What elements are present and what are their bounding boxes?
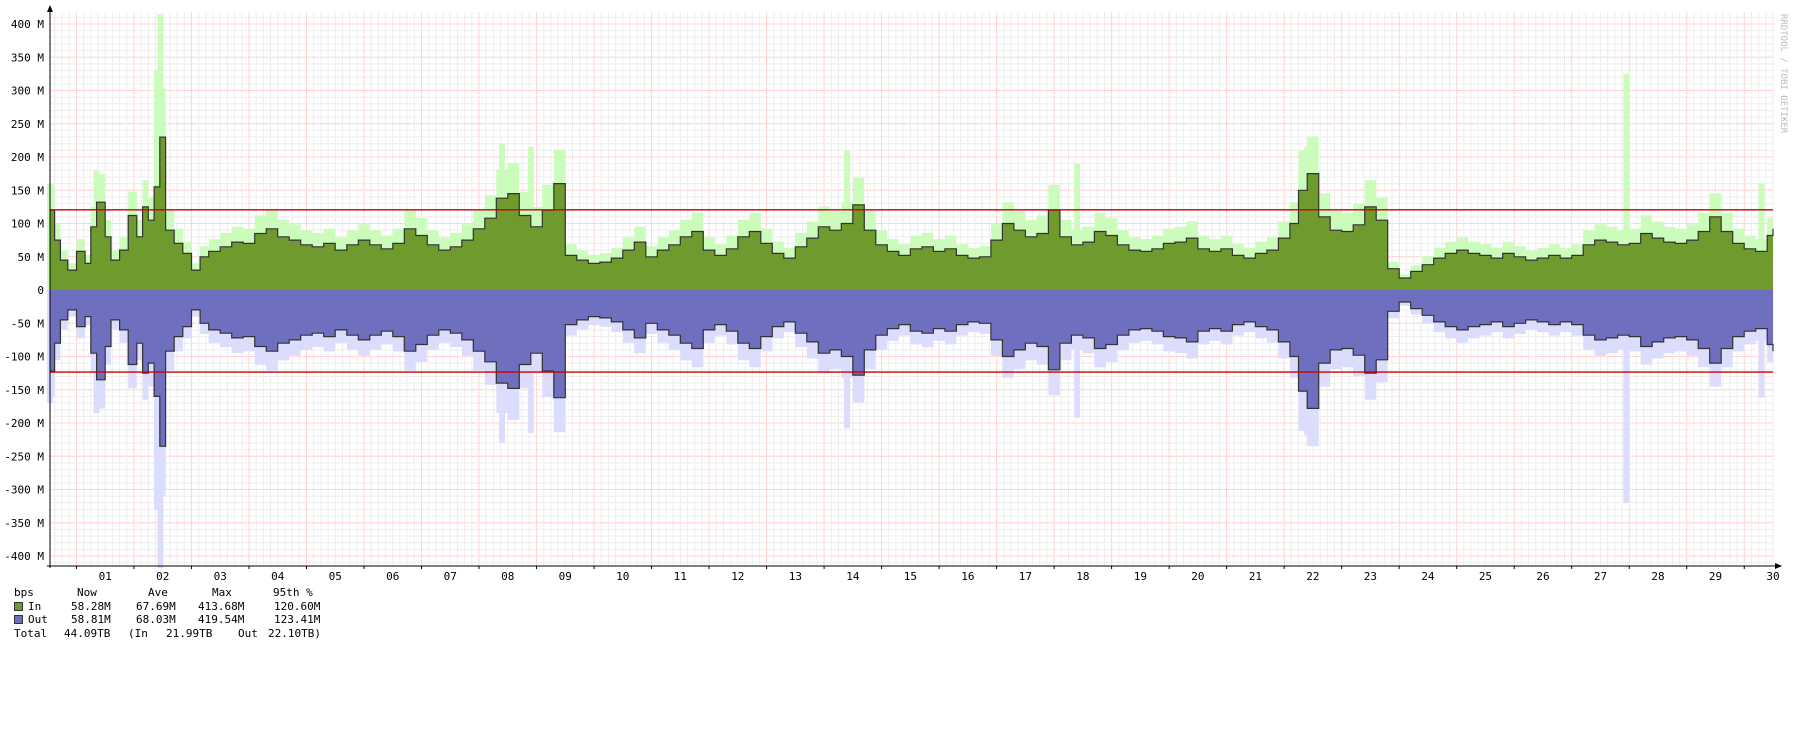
x-tick-label: 04	[271, 570, 285, 583]
legend-stats: bps Now Ave Max 95th % In 58.28M 67.69M …	[14, 586, 321, 641]
legend-total-out-label: Out	[238, 626, 258, 640]
x-tick-label: 22	[1306, 570, 1319, 583]
legend-swatch-out	[14, 615, 23, 624]
legend-row-in: In 58.28M 67.69M 413.68M 120.60M	[14, 599, 320, 614]
y-tick-labels: 400 M 350 M 300 M 250 M 200 M 150 M 100 M 50 M 0…	[4, 18, 44, 563]
in-max-spike	[844, 150, 851, 290]
legend-out-ave: 68.03M	[136, 613, 176, 626]
in-max-spike	[153, 70, 160, 290]
chart-lines	[50, 136, 1774, 447]
chart-axes	[47, 5, 1782, 569]
legend-in-p95: 120.60M	[274, 599, 321, 613]
out-max-spike	[1074, 290, 1081, 418]
y-tick-label: 250 M	[11, 118, 44, 131]
x-tick-label: 03	[214, 570, 227, 583]
out-max-spike	[1758, 290, 1765, 398]
x-tick-label: 11	[674, 570, 687, 583]
in-average-area	[50, 137, 1773, 290]
legend-swatch-in	[14, 601, 23, 611]
y-tick-label: -300 M	[4, 484, 44, 497]
x-tick-label: 07	[444, 570, 457, 583]
legend-total-value: 44.09TB	[64, 626, 111, 640]
legend-in-max: 413.68M	[198, 599, 245, 613]
x-tick-label: 21	[1249, 570, 1262, 583]
legend-out-name: Out	[28, 613, 48, 626]
y-tick-label: -150 M	[4, 384, 44, 397]
x-tick-label: 15	[904, 570, 917, 583]
x-tick-label: 16	[961, 570, 974, 583]
legend-in-now: 58.28M	[71, 599, 111, 613]
y-tick-label: 50 M	[18, 251, 45, 264]
x-tick-label: 06	[386, 570, 399, 583]
x-tick-label: 20	[1191, 570, 1204, 583]
x-tick-label: 27	[1594, 570, 1607, 583]
x-tick-label: 17	[1019, 570, 1032, 583]
y-tick-label: 150 M	[11, 184, 44, 197]
x-axis-arrow	[1775, 563, 1782, 569]
y-tick-label: 350 M	[11, 51, 44, 64]
x-tick-label: 26	[1536, 570, 1549, 583]
legend-header-p95: 95th %	[273, 586, 313, 599]
y-tick-label: 100 M	[11, 218, 44, 231]
in-max-spike	[1758, 183, 1765, 290]
legend-out-max: 419.54M	[198, 613, 245, 626]
legend-header-max: Max	[212, 586, 232, 599]
out-max-spike	[153, 290, 160, 510]
legend-total-in-label: (In	[128, 626, 148, 640]
x-tick-label: 18	[1076, 570, 1089, 583]
y-tick-label: -200 M	[4, 417, 44, 430]
x-tick-label: 08	[501, 570, 514, 583]
y-tick-label: -50 M	[11, 317, 44, 330]
x-tick-label: 09	[559, 570, 572, 583]
y-tick-label: -350 M	[4, 517, 44, 530]
legend-total-label: Total	[14, 626, 48, 640]
x-tick-label: 24	[1421, 570, 1435, 583]
x-tick-label: 02	[156, 570, 169, 583]
x-tick-label: 01	[99, 570, 112, 583]
x-tick-label: 12	[731, 570, 744, 583]
legend-in-ave: 67.69M	[136, 599, 176, 613]
x-tick-label: 13	[789, 570, 802, 583]
x-tick-label: 30	[1766, 570, 1779, 583]
in-max-spike	[1074, 163, 1081, 290]
traffic-chart: 400 M 350 M 300 M 250 M 200 M 150 M 100 M 50 M 0…	[4, 5, 1782, 583]
y-tick-label: -400 M	[4, 550, 44, 563]
out-max-spike	[1623, 290, 1630, 503]
legend-row-out: Out 58.81M 68.03M 419.54M 123.41M	[14, 613, 320, 627]
y-tick-label: 0	[37, 284, 44, 297]
x-tick-label: 05	[329, 570, 342, 583]
rrdtool-watermark: RRDTOOL / TOBI OETIKER	[1778, 14, 1788, 134]
in-series-line	[50, 136, 1774, 279]
legend-header-row: bps Now Ave Max 95th %	[14, 586, 313, 600]
legend-total-in-value: 21.99TB	[166, 626, 213, 640]
y-tick-label: 200 M	[11, 151, 44, 164]
legend-in-name: In	[28, 599, 42, 613]
out-series-line	[50, 301, 1774, 447]
x-tick-label: 28	[1651, 570, 1664, 583]
legend-total-out-value: 22.10TB)	[268, 626, 321, 640]
legend-out-now: 58.81M	[71, 613, 111, 626]
chart-areas	[47, 14, 1773, 568]
x-tick-label: 29	[1709, 570, 1722, 583]
out-average-area	[50, 290, 1773, 447]
y-tick-label: -100 M	[4, 351, 44, 364]
x-tick-labels: 01 02 03 04 05 06 07 08 09 10 11 12 13 14 15 16 17 18 19 20…	[99, 570, 1780, 583]
y-tick-label: -250 M	[4, 450, 44, 463]
x-tick-label: 10	[616, 570, 629, 583]
y-axis-arrow	[47, 5, 53, 12]
in-max-spike	[1623, 73, 1630, 290]
x-tick-label: 19	[1134, 570, 1147, 583]
legend-header-unit: bps	[14, 586, 34, 599]
legend-row-total: Total 44.09TB (In 21.99TB Out 22.10TB)	[14, 627, 321, 641]
out-max-spike	[844, 290, 851, 429]
legend-header-now: Now	[77, 586, 97, 599]
legend-out-p95: 123.41M	[274, 613, 321, 626]
x-tick-label: 25	[1479, 570, 1492, 583]
legend-header-ave: Ave	[148, 586, 168, 599]
x-tick-label: 14	[846, 570, 860, 583]
x-tick-label: 23	[1364, 570, 1377, 583]
y-tick-label: 400 M	[11, 18, 44, 31]
y-tick-label: 300 M	[11, 85, 44, 98]
